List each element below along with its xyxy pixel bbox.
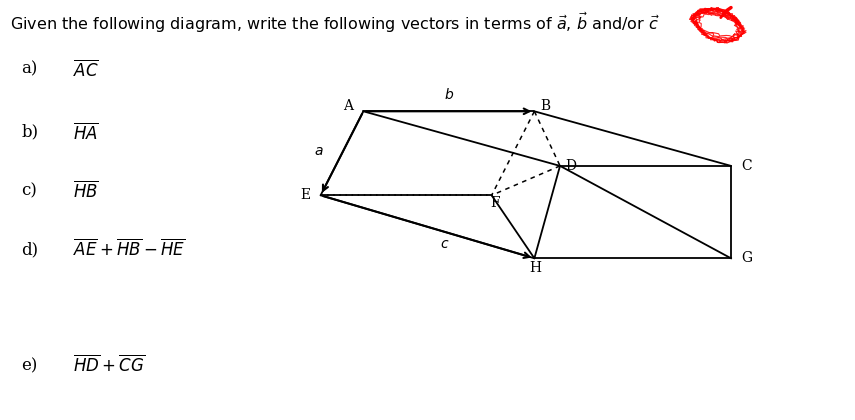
Text: c): c) [21,183,38,199]
Text: D: D [566,159,576,173]
Text: $b$: $b$ [444,87,454,102]
Text: Given the following diagram, write the following vectors in terms of $\vec{a}$, : Given the following diagram, write the f… [10,11,660,35]
Text: $c$: $c$ [439,237,450,251]
Text: d): d) [21,241,38,258]
Text: H: H [529,260,541,275]
Text: $\overline{HD}+\overline{CG}$: $\overline{HD}+\overline{CG}$ [73,355,144,376]
Text: B: B [540,99,551,113]
Text: $\overline{AE}+\overline{HB}-\overline{HE}$: $\overline{AE}+\overline{HB}-\overline{H… [73,239,186,260]
Text: G: G [740,251,752,265]
Text: e): e) [21,357,38,374]
Text: $\overline{HA}$: $\overline{HA}$ [73,122,98,143]
Text: C: C [741,159,752,173]
Text: a): a) [21,61,38,78]
Text: $\overline{AC}$: $\overline{AC}$ [73,59,98,80]
Text: $a$: $a$ [314,144,323,158]
Text: E: E [300,188,310,202]
Text: b): b) [21,124,38,141]
Text: $\overline{HB}$: $\overline{HB}$ [73,181,98,202]
Text: A: A [343,99,353,113]
Text: F: F [490,196,500,210]
